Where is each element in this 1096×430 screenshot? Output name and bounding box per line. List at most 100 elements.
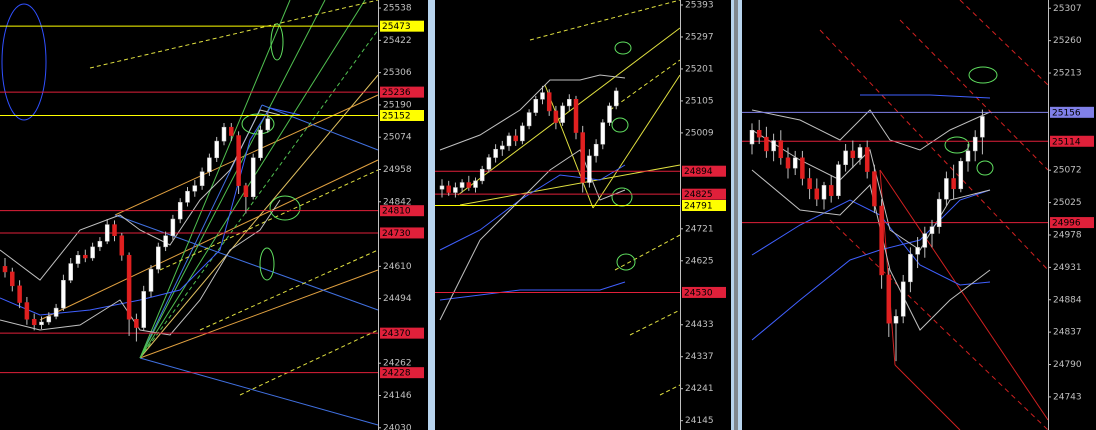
ellipse xyxy=(616,253,636,271)
candle-body xyxy=(439,185,445,190)
band-upper xyxy=(439,74,626,151)
ellipse xyxy=(1,3,47,121)
parallel xyxy=(659,384,681,396)
price-tag-label: 25156 xyxy=(1052,108,1081,118)
price-tag xyxy=(380,367,424,379)
candle-body xyxy=(972,136,978,152)
y-tick-label: 24433 xyxy=(685,320,714,330)
channel-line xyxy=(819,29,1049,271)
candle-body xyxy=(540,92,545,100)
ellipse xyxy=(241,113,275,135)
candle-body xyxy=(486,157,492,170)
ellipse xyxy=(944,136,970,154)
candle-body xyxy=(207,157,212,172)
y-tick-label: 24337 xyxy=(685,352,714,362)
y-tick-label: 24978 xyxy=(1053,230,1082,240)
ellipse xyxy=(614,41,632,55)
y-tick-label: 25393 xyxy=(685,0,714,10)
candle-body xyxy=(593,143,599,157)
candle-body xyxy=(785,157,791,169)
candle-body xyxy=(526,112,532,127)
candle-body xyxy=(533,99,539,113)
price-tag xyxy=(1050,135,1094,147)
y-tick-label: 25190 xyxy=(383,100,412,110)
price-tag-label: 24825 xyxy=(684,190,713,200)
candle-body xyxy=(31,318,37,326)
candle-body xyxy=(749,129,755,145)
y-tick-label: 25260 xyxy=(1053,36,1082,46)
y-tick-label: 24743 xyxy=(1053,392,1082,402)
candle-body xyxy=(908,254,913,283)
y-tick-label: 25074 xyxy=(383,133,412,143)
channel-line xyxy=(879,169,1049,421)
candle-body xyxy=(915,247,920,255)
candle-body xyxy=(134,318,139,328)
price-tag xyxy=(682,165,726,177)
y-tick-label: 25306 xyxy=(383,68,412,78)
candle-body xyxy=(156,246,161,270)
trendline xyxy=(139,269,379,359)
price-tag xyxy=(380,327,424,339)
parallel xyxy=(529,0,681,41)
y-tick-label: 25025 xyxy=(1053,198,1082,208)
candle-body xyxy=(126,254,132,320)
separator xyxy=(428,0,435,430)
y-tick-label: 24842 xyxy=(383,197,412,207)
band-middle xyxy=(751,129,991,251)
candle-body xyxy=(163,235,168,248)
y-tick-label: 25201 xyxy=(685,64,714,74)
y-tick-label: 24721 xyxy=(685,224,714,234)
parallel xyxy=(614,234,681,271)
candle-body xyxy=(83,254,88,259)
candle-body xyxy=(520,125,525,142)
price-tag-label: 25114 xyxy=(1052,137,1081,147)
candle-body xyxy=(756,129,762,138)
price-tag-label: 24530 xyxy=(684,288,713,298)
parallel xyxy=(199,249,379,331)
candle-body xyxy=(221,126,227,142)
y-tick-label: 24145 xyxy=(685,416,714,426)
candle-body xyxy=(199,171,205,186)
trendline xyxy=(544,84,594,209)
candle-body xyxy=(446,185,451,193)
drawings-1 xyxy=(0,0,379,426)
y-tick-label: 25307 xyxy=(1053,4,1082,14)
candle-body xyxy=(886,274,892,324)
candle-body xyxy=(2,266,8,273)
trendline xyxy=(139,357,379,426)
trendline xyxy=(457,27,681,196)
y-tick-label: 24958 xyxy=(383,165,412,175)
price-tag xyxy=(380,20,424,32)
y-tick-label: 24241 xyxy=(685,384,714,394)
candle-body xyxy=(46,316,52,323)
candle-body xyxy=(771,140,776,152)
price-tag xyxy=(380,205,424,217)
band-lower xyxy=(439,149,626,321)
candle-body xyxy=(821,185,827,200)
candle-body xyxy=(112,224,117,236)
y-tick-label: 24030 xyxy=(383,423,412,430)
candle-body xyxy=(613,90,619,107)
band-upper xyxy=(0,109,281,281)
candle-body xyxy=(546,92,552,112)
candle-body xyxy=(141,291,146,328)
candle-body xyxy=(836,164,841,196)
candle-body xyxy=(580,132,585,183)
candle-body xyxy=(170,218,176,236)
candle-body xyxy=(236,135,241,186)
price-tag-label: 24228 xyxy=(382,369,411,379)
y-tick-label: 25009 xyxy=(685,128,714,138)
candle-body xyxy=(814,188,820,200)
moving-average xyxy=(860,94,991,99)
band-lower xyxy=(0,199,281,336)
candle-body xyxy=(828,185,834,196)
candle-body xyxy=(600,122,606,145)
candle-body xyxy=(922,233,928,248)
trendline xyxy=(114,94,379,216)
ellipse xyxy=(270,23,284,61)
candle-body xyxy=(24,302,30,320)
candle-body xyxy=(980,116,985,138)
candle-body xyxy=(214,140,219,159)
y-tick-label: 24610 xyxy=(383,262,412,272)
